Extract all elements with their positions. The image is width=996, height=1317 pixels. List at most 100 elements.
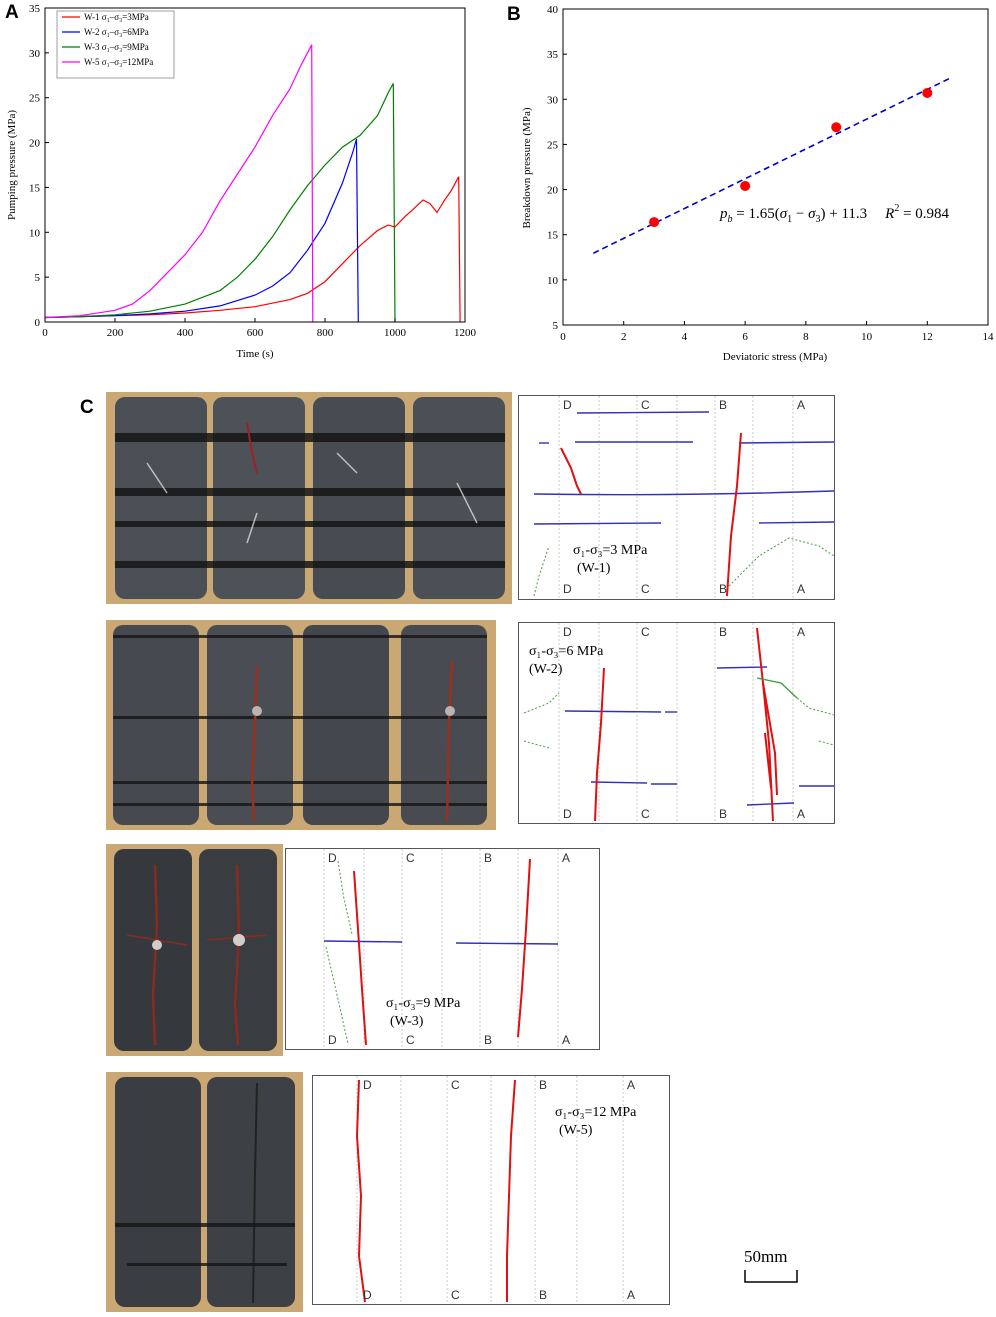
fracture-sketch-w2: D C B A D C B A σ₁-σ₃=6 MPa (W-2) xyxy=(518,622,835,824)
series-line-2 xyxy=(44,138,359,323)
w1-stress-label: σ₁-σ₃=3 MPa xyxy=(573,543,648,558)
chart-b-y-tick-label: 15 xyxy=(547,230,559,242)
chart-b-x-tick-label: 12 xyxy=(922,331,933,343)
core-face-1 xyxy=(113,625,199,825)
w2-top-letter-d: D xyxy=(563,625,572,639)
equation-s3-sub: 3 xyxy=(816,214,821,225)
legend-entry-3: W-3 σ₁–σ₃=9MPa xyxy=(84,42,149,52)
chart-a-legend: W-1 σ₁–σ₃=3MPa W-2 σ₁–σ₃=6MPa W-3 σ₁–σ₃=9M… xyxy=(56,10,175,79)
w1-top-letter-a: A xyxy=(797,398,806,412)
data-point-1 xyxy=(649,217,660,228)
legend-entry-2: W-2 σ₁–σ₃=6MPa xyxy=(84,27,149,37)
legend-entry-4: W-5 σ₁–σ₃=12MPa xyxy=(84,57,153,67)
w2-bottom-letter-a: A xyxy=(797,807,806,821)
chart-a-x-axis-label: Time (s) xyxy=(236,348,274,360)
core-face-2 xyxy=(207,1077,295,1307)
chart-a-x-tick-label: 400 xyxy=(177,327,194,339)
w5-specimen-label: (W-5) xyxy=(559,1123,593,1138)
w3-bottom-letter-d: D xyxy=(328,1033,337,1047)
w5-top-letter-d: D xyxy=(363,1078,372,1092)
chart-a-y-tick-label: 20 xyxy=(29,138,41,150)
equation-minus: − xyxy=(792,206,808,222)
w2-bottom-letter-b: B xyxy=(719,807,728,821)
chart-a-y-axis-label: Pumping pressure (MPa) xyxy=(6,110,18,220)
fracture-sketch-w3: D C B A D C B A σ₁-σ₃=9 MPa (W-3) xyxy=(285,848,600,1050)
series-line-1 xyxy=(44,176,461,323)
core-face-4 xyxy=(413,397,505,599)
core-face-2 xyxy=(207,625,293,825)
pumping-pressure-chart: 0 200 400 600 800 1000 1200 0 5 10 15 20 25 30 35 Tim… xyxy=(6,3,477,360)
w3-bottom-letter-c: C xyxy=(406,1033,415,1047)
core-face-1 xyxy=(115,397,207,599)
scale-bar xyxy=(744,1270,798,1283)
chart-a-y-tick-label: 25 xyxy=(29,93,41,105)
equation-s1: σ xyxy=(780,206,788,222)
legend-entry-1: W-1 σ₁–σ₃=3MPa xyxy=(84,12,149,22)
chart-b-x-tick-label: 8 xyxy=(803,331,809,343)
w2-top-letter-c: C xyxy=(641,625,650,639)
w1-bottom-letter-d: D xyxy=(563,582,572,596)
w1-bottom-letter-a: A xyxy=(797,582,806,596)
fit-line xyxy=(593,76,952,254)
w3-top-letter-c: C xyxy=(406,851,415,865)
scale-bar-label: 50mm xyxy=(744,1247,788,1266)
fit-equation: pb = 1.65(σ1 − σ3) + 11.3 R2 = 0.984 xyxy=(719,203,950,225)
w3-top-letter-a: A xyxy=(562,851,571,865)
core-face-2 xyxy=(213,397,305,599)
chart-b-plot-frame xyxy=(562,8,989,326)
core-face-3 xyxy=(303,625,389,825)
core-face-3 xyxy=(313,397,405,599)
series-line-3 xyxy=(44,83,396,323)
chart-a-x-tick-label: 200 xyxy=(107,327,124,339)
chart-b-x-tick-label: 10 xyxy=(861,331,873,343)
specimen-photo-w3 xyxy=(106,844,283,1056)
chart-a-y-tick-label: 30 xyxy=(29,48,41,60)
w5-top-letter-a: A xyxy=(627,1078,636,1092)
data-point-2 xyxy=(740,180,751,191)
equation-s1-sub: 1 xyxy=(787,214,792,225)
w2-stress-label: σ₁-σ₃=6 MPa xyxy=(529,644,604,659)
w1-specimen-label: (W-1) xyxy=(577,561,611,576)
w2-specimen-label: (W-2) xyxy=(529,662,563,677)
panel-label-a: A xyxy=(5,2,19,23)
chart-b-y-tick-label: 20 xyxy=(547,185,559,197)
w5-stress-label: σ₁-σ₃=12 MPa xyxy=(555,1105,637,1120)
w1-top-letter-c: C xyxy=(641,398,650,412)
chart-a-x-tick-label: 0 xyxy=(42,327,48,339)
w3-bottom-letter-a: A xyxy=(562,1033,571,1047)
chart-a-x-tick-label: 1000 xyxy=(384,327,407,339)
chart-a-y-tick-label: 15 xyxy=(29,182,41,194)
specimen-photo-w2 xyxy=(106,620,496,830)
w3-top-letter-b: B xyxy=(484,851,493,865)
w5-bottom-letter-c: C xyxy=(451,1288,460,1302)
chart-a-y-tick-label: 0 xyxy=(35,317,41,329)
w1-top-letter-d: D xyxy=(563,398,572,412)
fracture-sketch-w5: D C B A D C B A σ₁-σ₃=12 MPa (W-5) xyxy=(312,1075,670,1305)
r2-sup: 2 xyxy=(894,203,899,214)
chart-b-y-tick-label: 10 xyxy=(547,275,559,287)
w1-bottom-letter-b: B xyxy=(719,582,728,596)
chart-b-x-tick-label: 0 xyxy=(560,331,566,343)
equation-lhs: p xyxy=(719,206,728,222)
chart-b-y-tick-label: 35 xyxy=(547,49,559,61)
w5-top-letter-c: C xyxy=(451,1078,460,1092)
specimen-photo-w5 xyxy=(106,1072,303,1312)
core-face-1 xyxy=(115,1077,201,1307)
chart-b-y-tick-label: 40 xyxy=(547,4,559,16)
w5-top-letter-b: B xyxy=(539,1078,548,1092)
equation-suffix: ) + 11.3 xyxy=(821,206,868,222)
data-point-3 xyxy=(831,122,842,133)
chart-a-y-tick-label: 35 xyxy=(29,3,41,15)
chart-b-y-axis-label: Breakdown pressure (MPa) xyxy=(521,107,533,228)
data-point-4 xyxy=(922,87,933,98)
chart-b-y-tick-label: 5 xyxy=(553,320,559,332)
w2-bottom-letter-d: D xyxy=(563,807,572,821)
chart-b-x-tick-label: 2 xyxy=(621,331,627,343)
w2-top-letter-a: A xyxy=(797,625,806,639)
w1-top-letter-b: B xyxy=(719,398,728,412)
core-face-1 xyxy=(114,849,192,1051)
w3-stress-label: σ₁-σ₃=9 MPa xyxy=(386,996,461,1011)
chart-a-y-tick-label: 5 xyxy=(35,272,41,284)
w3-top-letter-d: D xyxy=(328,851,337,865)
